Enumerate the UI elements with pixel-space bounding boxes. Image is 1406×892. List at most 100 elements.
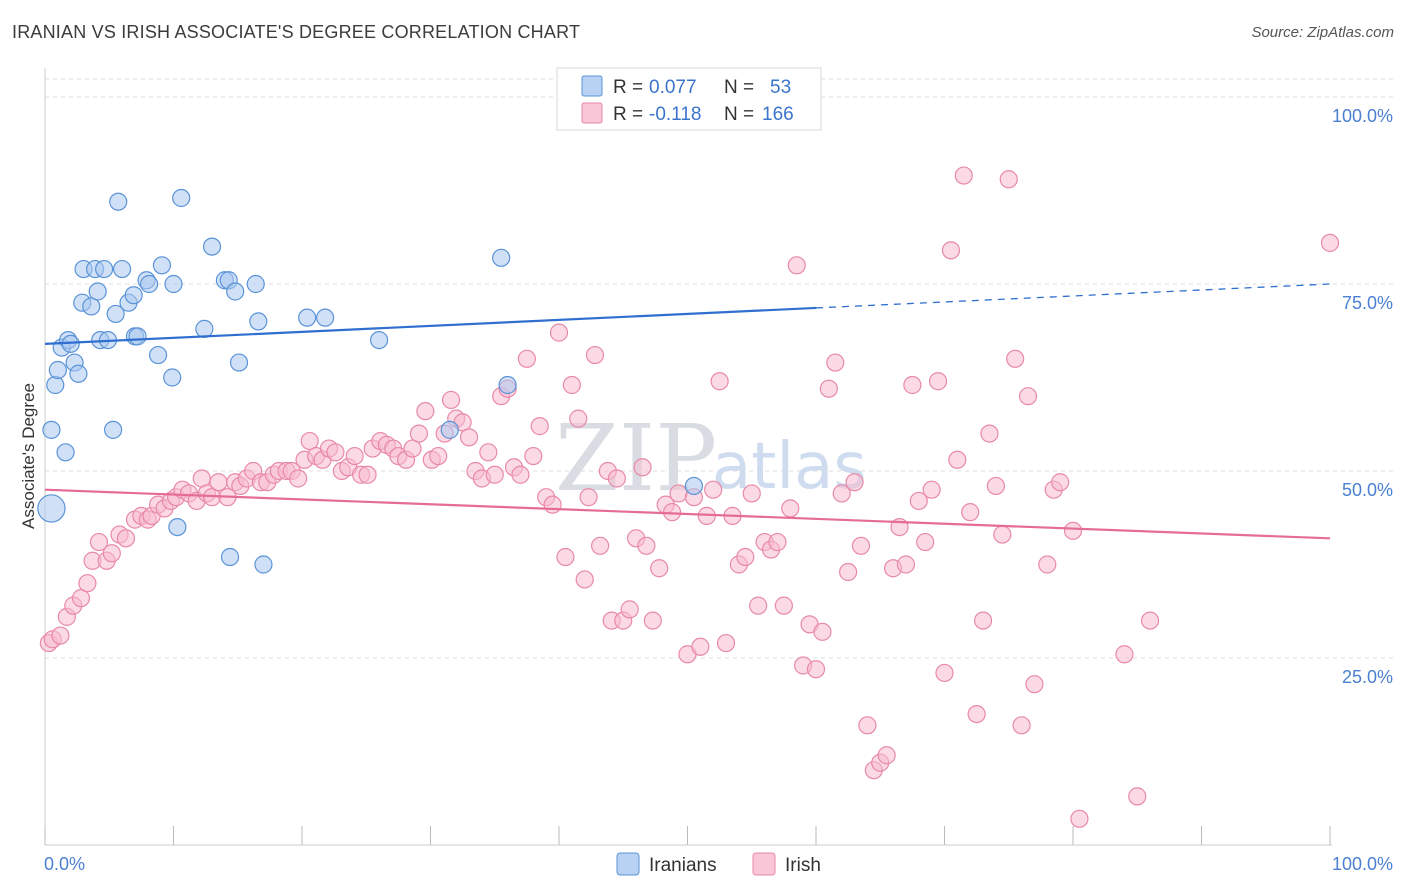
irish-point: [326, 443, 345, 462]
iranians-point: [104, 420, 123, 439]
irish-point: [1018, 387, 1038, 406]
irish-point: [78, 574, 97, 593]
irish-point: [896, 555, 916, 574]
x-tick-label-max: 100.0%: [1332, 854, 1393, 874]
irish-point: [961, 503, 980, 522]
irish-point: [441, 390, 461, 410]
y-tick-label: 75.0%: [1342, 293, 1393, 313]
irish-point: [530, 417, 549, 436]
irish-point: [813, 622, 832, 641]
irish-point: [1128, 787, 1147, 806]
iranians-point: [370, 331, 389, 350]
grid-lines: [45, 78, 1393, 659]
irish-point: [928, 372, 948, 391]
trend-lines: [44, 283, 1331, 540]
irish-point: [643, 611, 662, 630]
irish-point: [409, 424, 429, 443]
axes: [44, 68, 1332, 846]
iranians-point: [46, 375, 65, 395]
irish-point: [774, 596, 793, 615]
bottom-legend-swatch-iranians: [616, 852, 640, 876]
legend-r-value-iranians: 0.077: [649, 77, 697, 98]
irish-point: [1070, 809, 1089, 828]
irish-trend-line: [44, 488, 1331, 540]
iranians-point: [88, 282, 107, 301]
irish-point: [986, 476, 1006, 496]
iranians-point: [112, 259, 132, 279]
iranians-point: [229, 353, 249, 372]
irish-point: [954, 166, 973, 185]
iranians-point: [152, 256, 172, 275]
irish-point: [633, 458, 652, 477]
irish-point: [1320, 233, 1340, 252]
irish-point: [839, 562, 858, 582]
y-tick-labels: 100.0% 75.0% 50.0% 25.0%: [1332, 106, 1393, 687]
legend-swatch-iranians: [581, 75, 603, 97]
irish-point: [999, 170, 1018, 189]
y-tick-label: 25.0%: [1342, 667, 1393, 687]
y-axis-label: Associate's Degree: [19, 383, 38, 529]
iranians-point: [202, 237, 222, 256]
iranians-point: [95, 259, 114, 279]
iranians-point: [316, 308, 335, 327]
irish-point: [102, 544, 121, 563]
legend-n-value-iranians: 53: [770, 77, 791, 98]
irish-point: [993, 525, 1012, 544]
irish-point: [549, 323, 569, 342]
irish-point: [637, 536, 656, 555]
iranians-point: [82, 297, 101, 316]
irish-point: [556, 547, 575, 567]
iranians-point: [56, 443, 75, 462]
x-tick-label-min: 0.0%: [44, 854, 85, 874]
iranians-trend-extension: [815, 283, 1331, 309]
irish-point: [903, 375, 922, 395]
irish-point: [916, 532, 935, 552]
irish-point: [575, 570, 594, 589]
irish-point: [935, 663, 954, 683]
iranians-point: [220, 547, 240, 567]
irish-point: [851, 536, 871, 555]
iranians-point: [684, 476, 704, 496]
iranians-point: [195, 319, 214, 338]
irish-point: [579, 488, 598, 507]
iranians-point: [48, 360, 67, 380]
series-iranians: [37, 87, 729, 574]
iranians-point: [128, 327, 147, 346]
irish-point: [1038, 555, 1057, 574]
iranians-point: [106, 304, 125, 324]
iranians-point: [226, 282, 245, 301]
iranians-point: [440, 420, 459, 439]
irish-point: [948, 450, 967, 469]
iranians-point: [69, 364, 88, 383]
irish-point: [1025, 675, 1044, 694]
iranians-point: [163, 368, 182, 387]
source-label: Source: ZipAtlas.com: [1251, 24, 1394, 41]
irish-point: [826, 353, 845, 372]
irish-point: [345, 446, 364, 466]
iranians-trend-line: [44, 306, 817, 345]
irish-point: [845, 473, 864, 492]
bottom-legend-swatch-irish: [752, 852, 776, 876]
iranians-point: [492, 248, 511, 267]
irish-point: [1115, 645, 1134, 664]
irish-point: [781, 499, 800, 518]
irish-point: [607, 469, 626, 488]
irish-point: [922, 480, 941, 499]
x-tick-marks: [44, 826, 1331, 845]
irish-point: [806, 660, 826, 679]
irish-point: [877, 746, 896, 765]
irish-point: [485, 465, 504, 484]
irish-point: [669, 484, 688, 503]
irish-point: [562, 375, 581, 395]
irish-point: [736, 547, 755, 567]
iranians-point: [139, 274, 159, 294]
iranians-point: [148, 345, 168, 365]
irish-point: [543, 495, 562, 514]
irish-point: [973, 611, 993, 630]
irish-point: [650, 559, 669, 578]
irish-point: [459, 428, 479, 447]
iranians-point: [37, 494, 66, 523]
irish-point: [1063, 521, 1083, 540]
irish-point: [620, 600, 639, 619]
